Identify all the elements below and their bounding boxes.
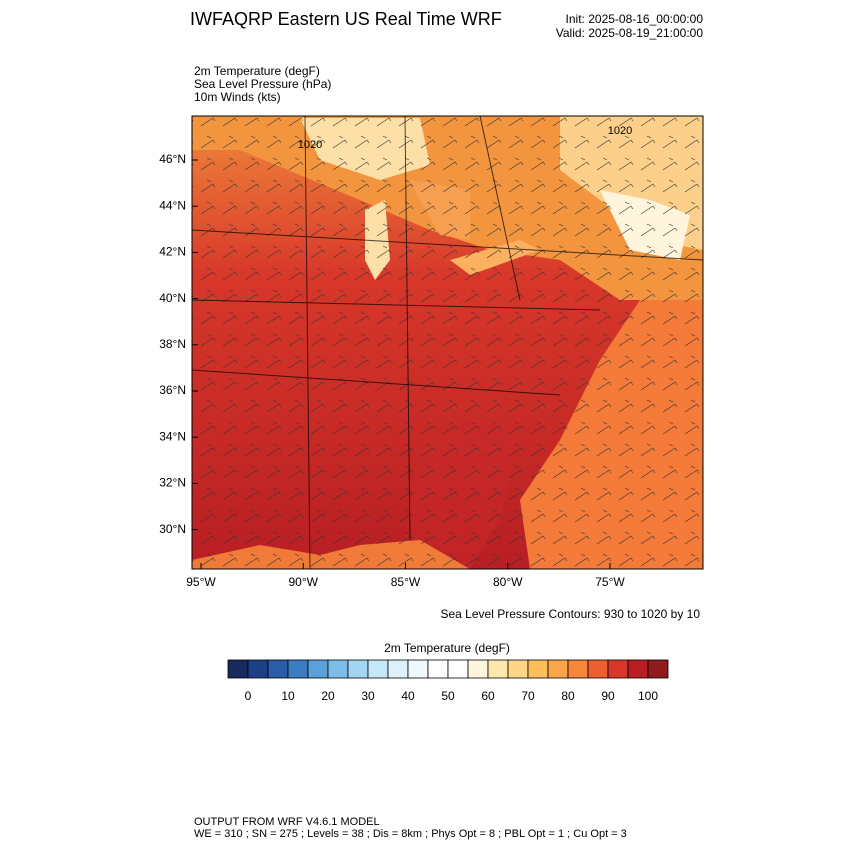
colorbar-box (247, 659, 269, 679)
colorbar-box (587, 659, 609, 679)
contour-label: 1020 (298, 139, 322, 151)
colorbar-box (547, 659, 569, 679)
colorbar-label: 90 (601, 689, 615, 703)
lat-label: 46°N (159, 152, 186, 166)
colorbar-box (287, 659, 309, 679)
lon-label: 80°W (493, 575, 523, 589)
colorbar-label: 70 (521, 689, 535, 703)
colorbar-label: 20 (321, 689, 335, 703)
footer: WE = 310 ; SN = 275 ; Levels = 38 ; Dis … (194, 828, 627, 840)
footer: OUTPUT FROM WRF V4.6.1 MODEL (194, 816, 380, 828)
colorbar-box (447, 659, 469, 679)
field-label: Sea Level Pressure (hPa) (194, 77, 331, 91)
lon-label: 90°W (289, 575, 319, 589)
lon-label: 75°W (595, 575, 625, 589)
colorbar-box (227, 659, 249, 679)
colorbar-label: 50 (441, 689, 455, 703)
colorbar-box (507, 659, 529, 679)
colorbar-box (427, 659, 449, 679)
colorbar-label: 80 (561, 689, 575, 703)
contour-note: Sea Level Pressure Contours: 930 to 1020… (441, 607, 701, 621)
colorbar-box (367, 659, 389, 679)
colorbar-label: 30 (361, 689, 375, 703)
colorbar-box (307, 659, 329, 679)
lat-label: 36°N (159, 383, 186, 397)
lon-label: 85°W (391, 575, 421, 589)
colorbar-box (467, 659, 489, 679)
colorbar-label: 100 (638, 689, 658, 703)
init-time: Init: 2025-08-16_00:00:00 (566, 12, 704, 26)
lat-label: 44°N (159, 198, 186, 212)
valid-time: Valid: 2025-08-19_21:00:00 (556, 26, 704, 40)
colorbar-label: 10 (281, 689, 295, 703)
colorbar-box (627, 659, 649, 679)
contour-label: 1020 (608, 125, 632, 137)
colorbar-box (407, 659, 429, 679)
lon-label: 95°W (186, 575, 216, 589)
lat-label: 38°N (159, 337, 186, 351)
title: IWFAQRP Eastern US Real Time WRF (190, 9, 502, 29)
map (191, 115, 704, 570)
colorbar-title: 2m Temperature (degF) (384, 641, 510, 655)
lat-label: 32°N (159, 476, 186, 490)
colorbar-box (267, 659, 289, 679)
colorbar-label: 40 (401, 689, 415, 703)
lat-label: 40°N (159, 291, 186, 305)
field-label: 10m Winds (kts) (194, 90, 281, 104)
lat-label: 34°N (159, 429, 186, 443)
colorbar-label: 0 (245, 689, 252, 703)
colorbar-box (647, 659, 669, 679)
colorbar-box (487, 659, 509, 679)
colorbar-box (567, 659, 589, 679)
lat-label: 30°N (159, 522, 186, 536)
colorbar-box (387, 659, 409, 679)
lat-label: 42°N (159, 245, 186, 259)
colorbar-box (527, 659, 549, 679)
colorbar-label: 60 (481, 689, 495, 703)
colorbar-box (607, 659, 629, 679)
colorbar-box (327, 659, 349, 679)
colorbar-box (347, 659, 369, 679)
field-label: 2m Temperature (degF) (194, 64, 320, 78)
